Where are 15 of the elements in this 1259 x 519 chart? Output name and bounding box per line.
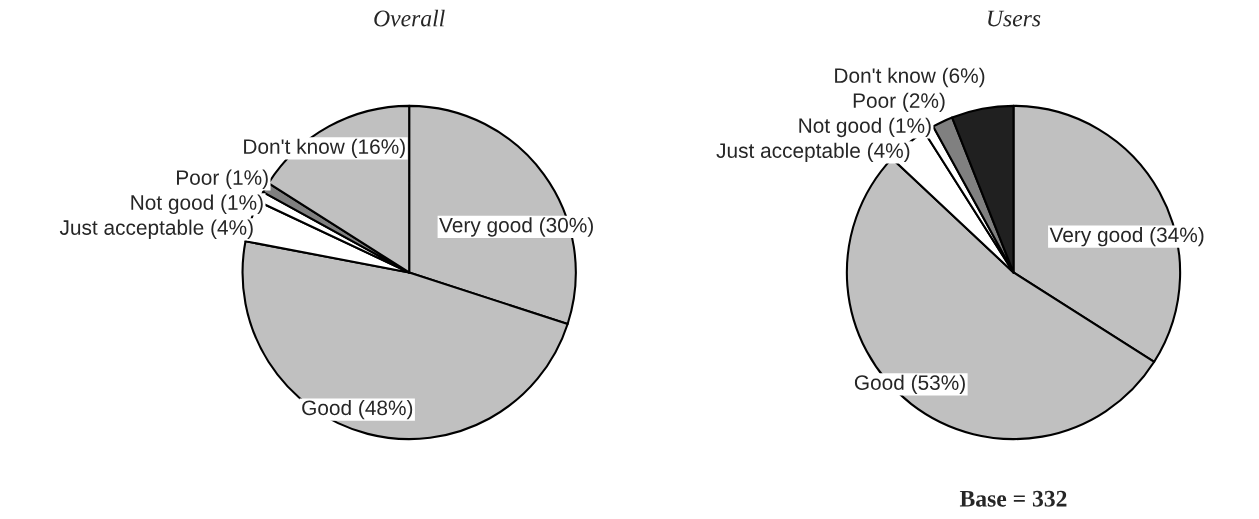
text: Base = 332 [959,490,1067,507]
slice-label: Just acceptable (4%) [716,142,910,163]
slice-label: Good (48%) [302,399,413,420]
slice-label: Very good (34%) [1049,226,1204,247]
slice-label: Don't know (16%) [244,138,405,159]
slice-label: Not good (1%) [799,117,931,138]
slice-label: Don't know (6%) [835,67,985,88]
slice-label: Good (53%) [854,374,965,395]
chart-title: Users [988,10,1041,27]
slice-label: Not good (1%) [131,194,263,215]
slice-label: Poor (1%) [177,169,268,190]
slice-label: Poor (2%) [853,92,945,113]
slice-label: Very good (30%) [439,217,593,237]
chart-title: Overall [374,9,445,27]
slice-label: Just acceptable (4%) [59,219,253,240]
